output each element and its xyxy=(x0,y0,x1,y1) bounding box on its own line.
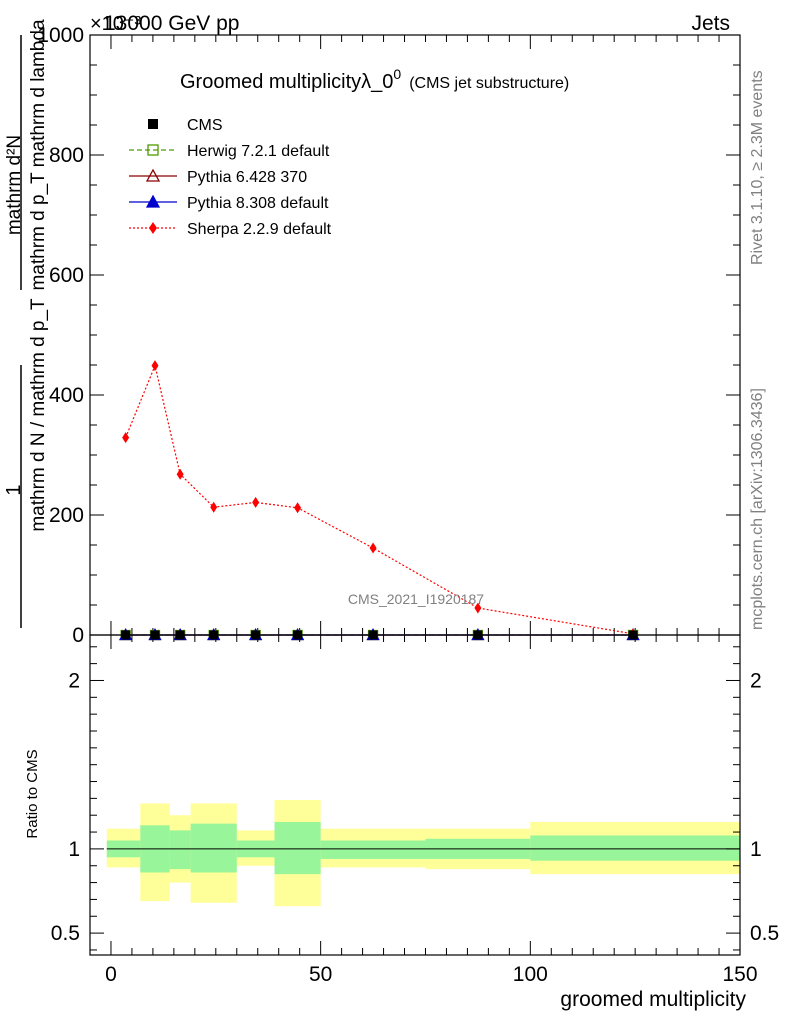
x-tick-label: 150 xyxy=(722,963,757,986)
legend-marker xyxy=(147,144,159,156)
y-tick-label: 800 xyxy=(49,144,84,167)
legend-item-4: Sherpa 2.2.9 default xyxy=(129,221,332,238)
y-tick-label: 400 xyxy=(49,384,84,407)
main-plot: 0 200 400 600 800 1000 xyxy=(37,24,741,647)
legend-marker xyxy=(145,194,161,208)
data-point xyxy=(151,360,159,372)
ratio-y-tick-label-right: 0.5 xyxy=(750,922,779,945)
legend-label: Pythia 6.428 370 xyxy=(187,169,307,186)
ylabel-numerator: mathrm d²N xyxy=(4,135,25,235)
ylabel-prefactor-num: 1 xyxy=(3,484,25,495)
legend-label: Sherpa 2.2.9 default xyxy=(187,221,332,238)
x-tick-label: 100 xyxy=(513,963,548,986)
ratio-band-inner-2 xyxy=(169,830,191,870)
data-point xyxy=(474,602,482,614)
legend-marker xyxy=(149,222,157,234)
ratio-y-tick-label: 0.5 xyxy=(51,922,80,945)
legend-label: Herwig 7.2.1 default xyxy=(187,143,330,160)
ratio-band-inner-8 xyxy=(530,835,740,861)
legend-marker xyxy=(145,168,161,182)
data-point xyxy=(369,542,377,554)
x-tick-label: 0 xyxy=(105,963,117,986)
ratio-frame xyxy=(89,634,741,956)
ratio-y-tick-label-right: 1 xyxy=(750,838,762,861)
legend-item-1: Herwig 7.2.1 default xyxy=(129,143,330,160)
chart-title-sup: 0 xyxy=(393,66,401,82)
header-energy: 13000 GeV pp xyxy=(104,12,239,35)
ratio-y-tick-label: 2 xyxy=(68,669,80,692)
y-tick-label: 200 xyxy=(49,504,84,527)
header-jets: Jets xyxy=(691,12,730,35)
ratio-y-tick-label-right: 2 xyxy=(750,669,762,692)
chart-subtitle: (CMS jet substructure) xyxy=(409,75,569,92)
y-exponent: ×10⁻³ xyxy=(90,13,141,35)
ylabel-denominator: mathrm d p_T mathrm d lambda xyxy=(28,19,49,290)
ratio-y-tick-label: 1 xyxy=(68,838,80,861)
data-point xyxy=(176,468,184,480)
chart-title: Groomed multiplicityλ_00 (CMS jet substru… xyxy=(180,66,569,93)
legend-label: Pythia 8.308 default xyxy=(187,195,329,212)
data-point xyxy=(122,432,130,444)
chart-title-main: Groomed multiplicityλ_0 xyxy=(180,71,393,93)
legend-marker xyxy=(148,119,158,129)
ratio-band-inner-6 xyxy=(320,840,426,859)
mcplots-label: mcplots.cern.ch [arXiv:1306.3436] xyxy=(749,388,766,630)
ratio-y-label: Ratio to CMS xyxy=(24,749,41,838)
legend: CMS Herwig 7.2.1 default Pythia 6.428 370 P… xyxy=(129,117,332,238)
x-tick-label: 50 xyxy=(309,963,332,986)
y-tick-label: 600 xyxy=(49,264,84,287)
legend-label: CMS xyxy=(187,117,223,134)
rivet-label: Rivet 3.1.10, ≥ 2.3M events xyxy=(749,70,766,265)
ratio-band-inner-5 xyxy=(274,821,321,875)
legend-item-3: Pythia 8.308 default xyxy=(129,194,329,212)
ratio-band-inner-3 xyxy=(190,823,237,873)
x-axis-label: groomed multiplicity xyxy=(560,988,746,1011)
analysis-watermark: CMS_2021_I1920187 xyxy=(348,591,484,607)
legend-item-0: CMS xyxy=(148,117,223,134)
y-tick-label: 0 xyxy=(72,624,84,647)
data-point xyxy=(294,502,302,514)
main-y-axis-label: 1 mathrm d N / mathrm d p_T mathrm d²N m… xyxy=(3,19,49,628)
data-point xyxy=(252,496,260,508)
data-point xyxy=(210,501,218,513)
ylabel-prefactor-den: mathrm d N / mathrm d p_T xyxy=(28,298,49,532)
legend-item-2: Pythia 6.428 370 xyxy=(129,168,307,186)
ratio-plot: 0 50 100 150 0.5 0.5 1 1 2 2 xyxy=(51,634,779,986)
y-tick-label: 1000 xyxy=(37,24,84,47)
